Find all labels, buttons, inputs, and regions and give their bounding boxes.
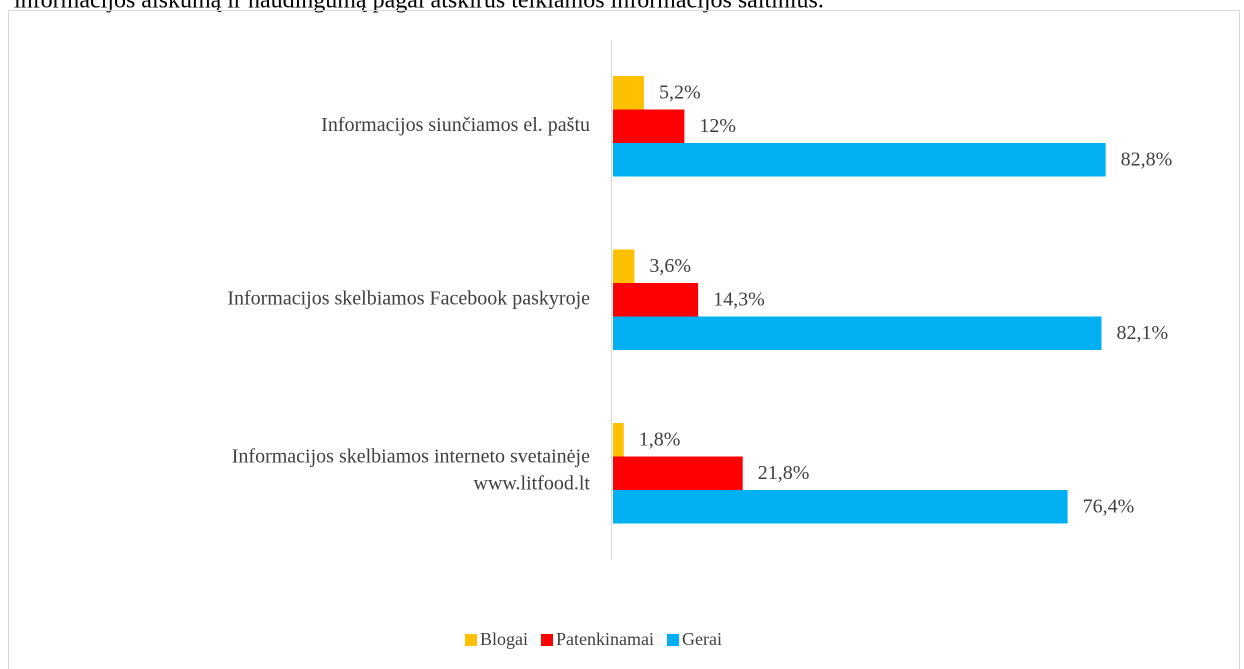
legend-label: Patenkinamai bbox=[556, 629, 654, 649]
value-label: 21,8% bbox=[758, 462, 810, 484]
bar bbox=[613, 249, 635, 283]
bar bbox=[613, 109, 685, 143]
value-label: 5,2% bbox=[659, 81, 701, 103]
bar bbox=[613, 490, 1068, 524]
value-label: 12% bbox=[699, 115, 736, 137]
value-label: 14,3% bbox=[713, 288, 765, 310]
bar bbox=[613, 76, 644, 110]
category-label: Informacijos skelbiamos Facebook paskyro… bbox=[227, 287, 590, 309]
value-label: 76,4% bbox=[1083, 495, 1135, 517]
legend-label: Gerai bbox=[682, 629, 722, 649]
legend-swatch bbox=[666, 634, 679, 646]
category-label: www.litfood.lt bbox=[474, 472, 591, 494]
caption: informacijos aiškumą ir naudingumą pagal… bbox=[14, 0, 824, 14]
bar bbox=[613, 456, 743, 490]
bar bbox=[613, 283, 699, 317]
legend-swatch bbox=[465, 634, 477, 646]
chart-frame bbox=[8, 10, 1240, 669]
bar bbox=[613, 423, 624, 457]
value-label: 1,8% bbox=[639, 428, 681, 450]
category-label: Informacijos siunčiamos el. paštu bbox=[321, 114, 590, 136]
legend-label: Blogai bbox=[480, 629, 528, 649]
bar bbox=[613, 143, 1106, 177]
category-label: Informacijos skelbiamos interneto svetai… bbox=[232, 445, 590, 467]
value-label: 82,1% bbox=[1116, 322, 1168, 344]
value-label: 3,6% bbox=[649, 255, 691, 277]
legend-swatch bbox=[541, 634, 553, 646]
bar bbox=[613, 316, 1102, 350]
value-label: 82,8% bbox=[1121, 148, 1173, 170]
